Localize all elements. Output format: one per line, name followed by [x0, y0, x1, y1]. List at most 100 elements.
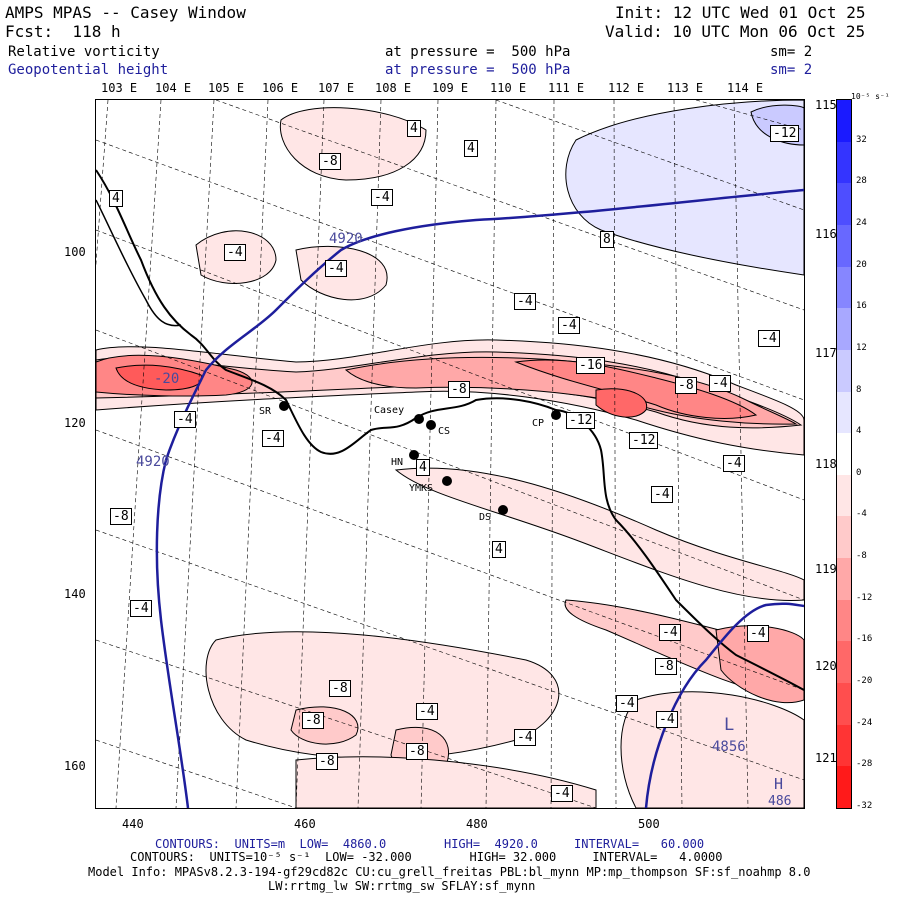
- vort-label: -8: [655, 658, 677, 675]
- station-marker[interactable]: [426, 420, 436, 430]
- vort-label: -8: [316, 753, 338, 770]
- vorticity-max-east: [595, 388, 648, 418]
- colorbar-label: 24: [856, 217, 867, 228]
- colorbar-label: 0: [856, 467, 862, 478]
- map-svg: [96, 100, 804, 808]
- lon-label: 110 E: [490, 81, 527, 95]
- vort-label: -4: [174, 411, 196, 428]
- station-label: CP: [532, 418, 545, 429]
- vort-label: -4: [371, 189, 393, 206]
- vort-label: -4: [130, 600, 152, 617]
- colorbar-segment: [837, 433, 851, 476]
- station-marker[interactable]: [409, 450, 419, 460]
- vort-label: -4: [747, 625, 769, 642]
- colorbar-segment: [837, 474, 851, 517]
- footer-height-contours: CONTOURS: UNITS=m LOW= 4860.0 HIGH= 4920…: [155, 837, 705, 851]
- vort-label: -4: [758, 330, 780, 347]
- lon-label: 106 E: [262, 81, 299, 95]
- lon-label: 103 E: [101, 81, 138, 95]
- vort-label: 4: [109, 190, 123, 207]
- station-marker[interactable]: [551, 410, 561, 420]
- vort-patch: [394, 467, 804, 601]
- station-marker[interactable]: [414, 414, 424, 424]
- station-label: SR: [259, 406, 272, 417]
- vort-label: -4: [656, 711, 678, 728]
- vort-label: -8: [110, 508, 132, 525]
- colorbar-label: 28: [856, 176, 867, 187]
- vort-label: 4: [492, 541, 506, 558]
- vort-label: -4: [262, 430, 284, 447]
- vort-label: -4: [224, 244, 246, 261]
- colorbar-segment: [837, 308, 851, 351]
- lon-label: 113 E: [667, 81, 704, 95]
- vort-label: -4: [651, 486, 673, 503]
- colorbar-segment: [837, 641, 851, 684]
- lon-label: 107 E: [318, 81, 355, 95]
- vort-label: -4: [514, 729, 536, 746]
- station-label: HN: [391, 457, 404, 468]
- station-marker[interactable]: [279, 401, 289, 411]
- vort-label: -8: [406, 743, 428, 760]
- colorbar-segment: [837, 266, 851, 309]
- plot-title: AMPS MPAS -- Casey Window: [5, 3, 246, 22]
- footer-vorticity-contours: CONTOURS: UNITS=10⁻⁵ s⁻¹ LOW= -32.000 HI…: [130, 850, 723, 864]
- vort-label: 4: [464, 140, 478, 157]
- lon-label: 104 E: [155, 81, 192, 95]
- vort-label: -4: [416, 703, 438, 720]
- colorbar-label: 8: [856, 384, 862, 395]
- colorbar-label: 16: [856, 301, 867, 312]
- field2-smoothing: sm= 2: [770, 62, 813, 78]
- colorbar-label: 20: [856, 259, 867, 270]
- colorbar-label: -24: [856, 717, 873, 728]
- lon-label: 112 E: [608, 81, 645, 95]
- colorbar-segment: [837, 516, 851, 559]
- vort-label: -8: [319, 153, 341, 170]
- field2-name: Geopotential height: [8, 62, 169, 78]
- vort-label: -8: [675, 377, 697, 394]
- colorbar-label: -16: [856, 634, 873, 645]
- station-label: CS: [438, 426, 451, 437]
- station-label: DS: [479, 512, 492, 523]
- vort-patch: [295, 756, 597, 808]
- colorbar-segment: [837, 349, 851, 392]
- vort-label: -12: [629, 432, 659, 449]
- graticule: [96, 100, 804, 808]
- vort-label: -8: [329, 680, 351, 697]
- y-tick: 160: [64, 759, 86, 773]
- colorbar-segment: [837, 224, 851, 267]
- height-label-4920-left: 4920: [136, 454, 170, 470]
- vort-label: 8: [600, 231, 614, 248]
- vort-label: -4: [616, 695, 638, 712]
- low-value: 4856: [712, 739, 746, 755]
- colorbar-label: -20: [856, 676, 873, 687]
- station-marker[interactable]: [498, 505, 508, 515]
- vort-label: -4: [709, 375, 731, 392]
- high-marker: H: [774, 775, 784, 793]
- forecast-hour: Fcst: 118 h: [5, 22, 121, 41]
- footer-model-info: Model Info: MPASv8.2.3-194-gf29cd82c CU:…: [88, 865, 811, 879]
- colorbar-segment: [837, 100, 851, 142]
- vort-label: -16: [576, 357, 606, 374]
- vort-label: -4: [723, 455, 745, 472]
- station-label: Casey: [374, 405, 405, 416]
- vort-label: -4: [551, 785, 573, 802]
- field2-pressure: at pressure = 500 hPa: [385, 62, 571, 78]
- height-contour-4860: [644, 602, 804, 808]
- x-tick: 440: [122, 817, 144, 831]
- vort-label: -12: [566, 412, 596, 429]
- station-marker[interactable]: [442, 476, 452, 486]
- y-tick: 100: [64, 245, 86, 259]
- valid-time: Valid: 10 UTC Mon 06 Oct 25: [605, 22, 866, 41]
- height-contour-4920: [155, 188, 804, 808]
- vort-label: -4: [325, 260, 347, 277]
- colorbar-unit: 10⁻⁵ s⁻¹: [851, 92, 890, 101]
- colorbar-label: -4: [856, 509, 867, 520]
- lon-label: 111 E: [548, 81, 585, 95]
- init-time: Init: 12 UTC Wed 01 Oct 25: [615, 3, 866, 22]
- lon-label: 108 E: [375, 81, 412, 95]
- vort-patch: [205, 631, 560, 760]
- vort-label: -4: [659, 624, 681, 641]
- lon-label: 105 E: [208, 81, 245, 95]
- lon-label: 114 E: [727, 81, 764, 95]
- vort-label: -4: [558, 317, 580, 334]
